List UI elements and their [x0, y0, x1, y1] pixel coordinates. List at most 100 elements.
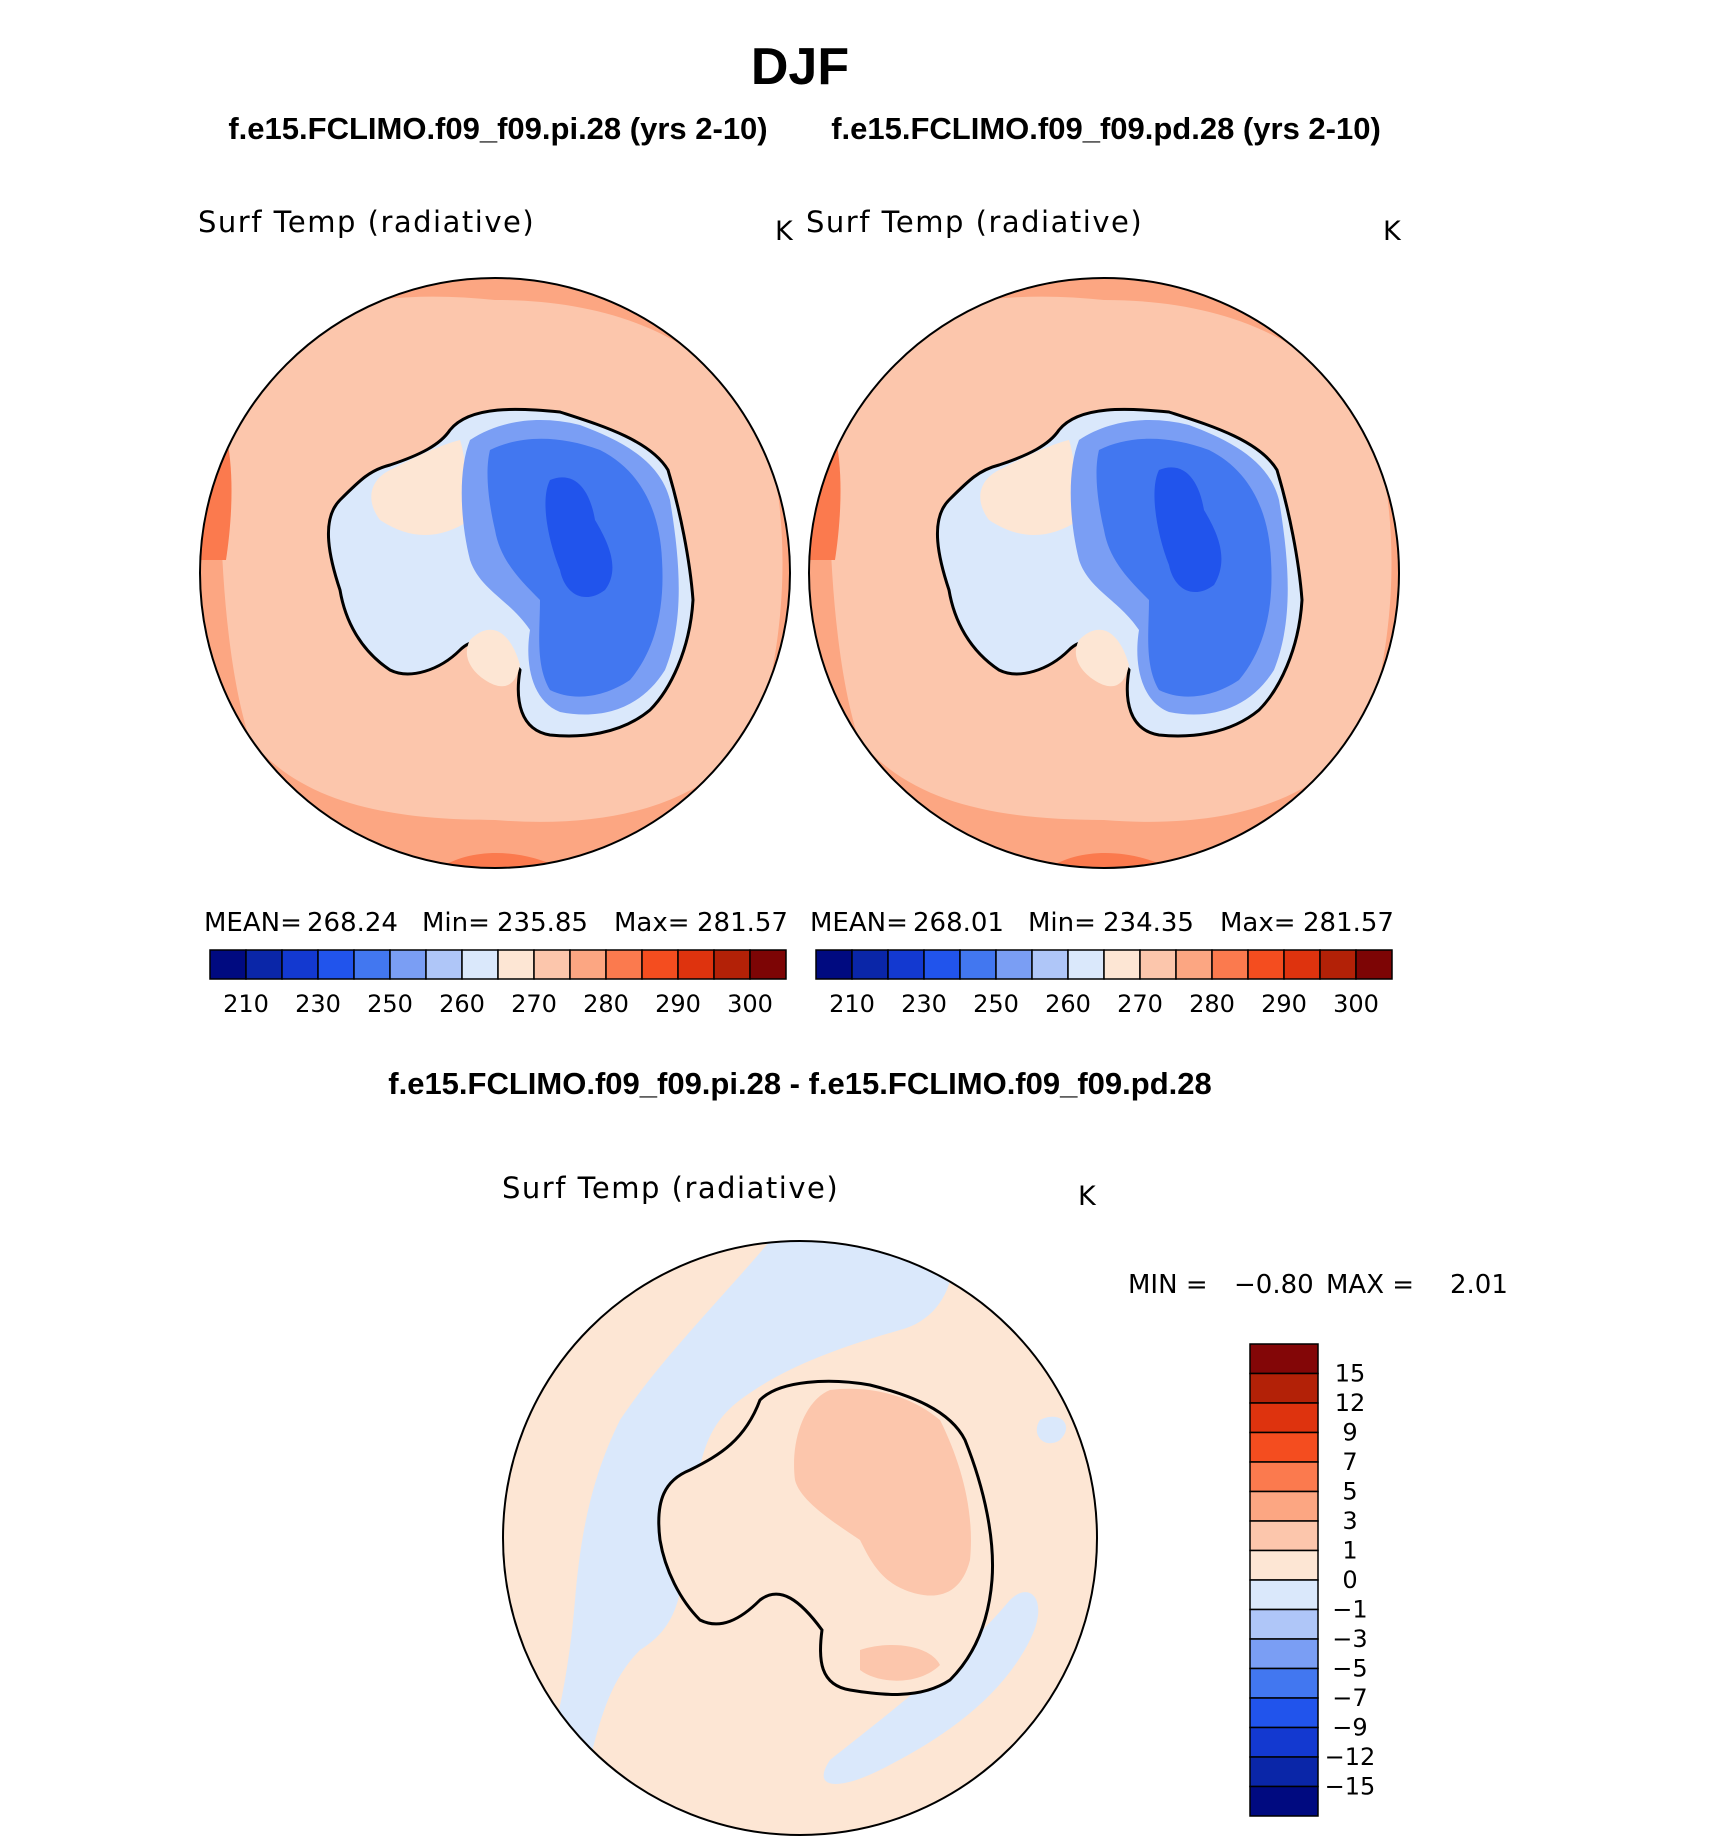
colorbar-swatch: [1249, 1756, 1319, 1788]
diff-max-label: MAX =: [1326, 1270, 1414, 1300]
colorbar-swatch: [605, 949, 643, 980]
left-colorbar: 210 230 250 260 270 280 290 300: [209, 949, 787, 1018]
left-max-label: Max=: [614, 908, 690, 938]
colorbar-swatch: [353, 949, 391, 980]
colorbar-swatch: [1249, 1520, 1319, 1552]
left-map-border: [199, 277, 791, 869]
colorbar-swatch: [317, 949, 355, 980]
colorbar-swatch: [1211, 949, 1249, 980]
right-case-title: f.e15.FCLIMO.f09_f09.pd.28 (yrs 2-10): [831, 111, 1381, 146]
colorbar-swatch: [1249, 1608, 1319, 1640]
colorbar-swatch: [1249, 1579, 1319, 1611]
colorbar-tick-label: 300: [727, 990, 773, 1018]
colorbar-tick-label: 260: [439, 990, 485, 1018]
colorbar-swatch: [569, 949, 607, 980]
left-min-label: Min=: [422, 908, 490, 938]
colorbar-swatch: [1175, 949, 1213, 980]
diff-max-value: 2.01: [1450, 1270, 1508, 1300]
colorbar-swatch: [1249, 1549, 1319, 1581]
colorbar-swatch: [1355, 949, 1393, 980]
colorbar-tick-label: 210: [829, 990, 875, 1018]
left-variable-label: Surf Temp (radiative): [198, 205, 535, 239]
left-case-title: f.e15.FCLIMO.f09_f09.pi.28 (yrs 2-10): [228, 111, 767, 146]
colorbar-tick-label: 250: [367, 990, 413, 1018]
right-mean-label: MEAN=: [810, 908, 908, 938]
right-mean-value: 268.01: [913, 908, 1004, 938]
colorbar-tick-label: −9: [1332, 1714, 1367, 1742]
diff-case-title: f.e15.FCLIMO.f09_f09.pi.28 - f.e15.FCLIM…: [388, 1066, 1211, 1101]
colorbar-tick-label: −15: [1325, 1773, 1376, 1801]
diff-min-value: −0.80: [1234, 1270, 1314, 1300]
left-mean-value: 268.24: [307, 908, 398, 938]
colorbar-tick-label: 210: [223, 990, 269, 1018]
colorbar-tick-label: −5: [1332, 1655, 1367, 1683]
left-units-label: K: [775, 216, 794, 247]
colorbar-swatch: [1283, 949, 1321, 980]
colorbar-tick-label: 260: [1045, 990, 1091, 1018]
colorbar-swatch: [1249, 1431, 1319, 1463]
colorbar-swatch: [1249, 1372, 1319, 1404]
colorbar-tick-label: 7: [1342, 1448, 1357, 1476]
colorbar-swatch: [923, 949, 961, 980]
colorbar-swatch: [281, 949, 319, 980]
colorbar-tick-label: 3: [1342, 1507, 1357, 1535]
right-min-value: 234.35: [1103, 908, 1194, 938]
diff-map-border: [502, 1240, 1098, 1836]
colorbar-swatch: [1249, 1638, 1319, 1670]
colorbar-swatch: [1067, 949, 1105, 980]
difference-polar-map: [503, 1241, 1097, 1835]
diff-min-label: MIN =: [1128, 1270, 1208, 1300]
colorbar-swatch: [209, 949, 247, 980]
colorbar-tick-label: −7: [1332, 1684, 1367, 1712]
colorbar-tick-label: −3: [1332, 1625, 1367, 1653]
colorbar-tick-label: 290: [1261, 990, 1307, 1018]
colorbar-swatch: [245, 949, 283, 980]
colorbar-swatch: [1247, 949, 1285, 980]
colorbar-swatch: [1249, 1726, 1319, 1758]
colorbar-tick-label: 0: [1342, 1566, 1357, 1594]
colorbar-swatch: [677, 949, 715, 980]
left-max-value: 281.57: [697, 908, 788, 938]
colorbar-tick-label: 250: [973, 990, 1019, 1018]
colorbar-swatch: [1103, 949, 1141, 980]
right-max-value: 281.57: [1303, 908, 1394, 938]
colorbar-tick-label: 300: [1333, 990, 1379, 1018]
positive-anomaly-region: [794, 1388, 971, 1596]
colorbar-swatch: [1319, 949, 1357, 980]
season-title: DJF: [751, 38, 849, 96]
right-variable-label: Surf Temp (radiative): [806, 205, 1143, 239]
colorbar-tick-label: 15: [1335, 1360, 1366, 1388]
colorbar-swatch: [641, 949, 679, 980]
negative-anomaly-region: [540, 1241, 953, 1791]
diff-variable-label: Surf Temp (radiative): [502, 1171, 839, 1205]
colorbar-tick-label: −12: [1325, 1743, 1376, 1771]
colorbar-swatch: [1031, 949, 1069, 980]
colorbar-tick-label: 270: [511, 990, 557, 1018]
colorbar-swatch: [1249, 1785, 1319, 1817]
colorbar-swatch: [1139, 949, 1177, 980]
colorbar-swatch: [533, 949, 571, 980]
right-colorbar: 210 230 250 260 270 280 290 300: [815, 949, 1393, 1018]
colorbar-tick-label: 290: [655, 990, 701, 1018]
colorbar-swatch: [959, 949, 997, 980]
colorbar-swatch: [425, 949, 463, 980]
left-polar-map: [200, 278, 790, 868]
colorbar-swatch: [815, 949, 853, 980]
colorbar-swatch: [749, 949, 787, 980]
colorbar-tick-label: 9: [1342, 1419, 1357, 1447]
colorbar-swatch: [1249, 1402, 1319, 1434]
colorbar-tick-label: 1: [1342, 1537, 1357, 1565]
right-min-label: Min=: [1028, 908, 1096, 938]
colorbar-tick-label: 230: [295, 990, 341, 1018]
colorbar-tick-label: 280: [583, 990, 629, 1018]
colorbar-swatch: [497, 949, 535, 980]
ocean-hot-region: [200, 420, 232, 560]
left-min-value: 235.85: [497, 908, 588, 938]
diff-units-label: K: [1078, 1181, 1097, 1212]
colorbar-swatch: [995, 949, 1033, 980]
colorbar-tick-label: 230: [901, 990, 947, 1018]
colorbar-swatch: [1249, 1667, 1319, 1699]
colorbar-swatch: [1249, 1343, 1319, 1375]
